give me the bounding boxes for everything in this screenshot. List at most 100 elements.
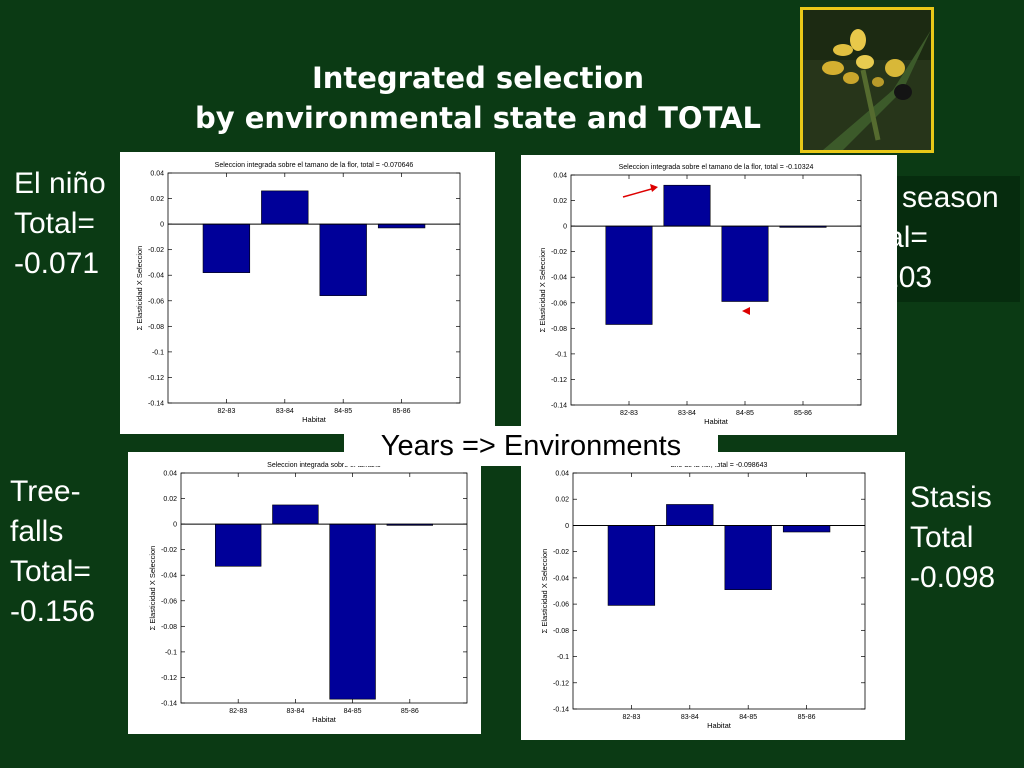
y-tick-label: 0 (563, 224, 567, 231)
x-tick-label: 84-85 (344, 708, 362, 715)
y-tick-label: -0.08 (148, 324, 164, 331)
label-el-nino-line: El niño (14, 167, 106, 200)
x-tick-label: 82-83 (622, 714, 640, 721)
y-tick-label: -0.08 (551, 326, 567, 333)
bar (272, 504, 319, 525)
y-tick-label: -0.02 (553, 549, 569, 556)
bar (607, 525, 656, 606)
x-tick-label: 83-84 (286, 708, 304, 715)
x-tick-label: 84-85 (736, 410, 754, 417)
bar (319, 223, 367, 296)
y-tick-label: -0.14 (553, 707, 569, 714)
label-stasis-line: -0.098 (910, 561, 996, 594)
slide-title: Integrated selection by environmental st… (0, 58, 956, 138)
y-tick-label: -0.04 (148, 273, 164, 280)
y-tick-label: -0.02 (551, 249, 567, 256)
bar (261, 190, 309, 225)
x-tick-label: 85-86 (794, 410, 812, 417)
label-stasis: Stasis Total -0.098 (910, 478, 995, 598)
bar (202, 223, 251, 273)
chart-title: Seleccion integrada sobre el tamano de l… (215, 162, 414, 169)
chart-title: ano de la flor, total = -0.098643 (671, 462, 768, 469)
label-tree-falls-line: Total= (10, 555, 91, 588)
bar (721, 225, 769, 302)
bar (215, 523, 262, 567)
bar (666, 504, 714, 526)
chart-layer: Seleccion integrada sobre el tamano 0.04 0… (148, 462, 468, 724)
label-tree-falls: Tree- falls Total= -0.156 (10, 472, 95, 632)
y-axis-label: Σ Elasticidad X Seleccion (135, 246, 144, 331)
y-tick-label: 0.02 (150, 196, 164, 203)
y-tick-label: -0.1 (152, 349, 164, 356)
x-axis-label: Habitat (312, 715, 337, 724)
x-tick-label: 85-86 (401, 708, 419, 715)
plot-frame (180, 472, 468, 704)
y-tick-label: 0 (565, 523, 569, 530)
y-tick-label: -0.08 (161, 624, 177, 631)
annotation-arrow-line (622, 187, 656, 198)
y-tick-label: -0.06 (148, 298, 164, 305)
label-el-nino: El niño Total= -0.071 (14, 164, 106, 284)
y-axis-label: Σ Elasticidad X Seleccion (540, 549, 549, 634)
y-tick-label: -0.06 (551, 300, 567, 307)
y-tick-label: -0.14 (551, 403, 567, 410)
y-tick-label: 0.02 (553, 198, 567, 205)
chart-panel-stasis: ano de la flor, total = -0.098643 0.04 0.0… (521, 452, 905, 740)
bar (377, 223, 426, 229)
bar (605, 225, 653, 325)
flower-photo (800, 7, 934, 153)
y-tick-label: -0.04 (553, 575, 569, 582)
label-el-nino-line: Total= (14, 207, 95, 240)
y-tick-label: -0.1 (165, 649, 177, 656)
y-tick-label: -0.12 (553, 680, 569, 687)
plot-frame (572, 472, 866, 710)
y-tick-label: 0.02 (555, 497, 569, 504)
y-tick-label: 0 (160, 222, 164, 229)
y-tick-label: -0.04 (161, 573, 177, 580)
y-axis-label: Σ Elasticidad X Seleccion (148, 546, 157, 631)
bar (663, 184, 711, 227)
plot-frame (570, 174, 862, 406)
y-tick-label: -0.12 (551, 377, 567, 384)
y-axis-label: Σ Elasticidad X Seleccion (538, 248, 547, 333)
y-tick-label: -0.14 (148, 401, 164, 408)
y-tick-label: -0.04 (551, 275, 567, 282)
label-tree-falls-line: -0.156 (10, 595, 96, 628)
title-line-1: Integrated selection (311, 61, 645, 95)
x-tick-label: 82-83 (229, 708, 247, 715)
x-tick-label: 83-84 (681, 714, 699, 721)
x-tick-label: 84-85 (739, 714, 757, 721)
y-tick-label: 0.04 (553, 173, 567, 180)
x-axis-label: Habitat (302, 415, 327, 424)
y-tick-label: -0.06 (161, 598, 177, 605)
plot-frame (167, 172, 461, 404)
chart-panel-el-nino: Seleccion integrada sobre el tamano de l… (120, 152, 495, 434)
label-stasis-line: Stasis (910, 481, 992, 514)
x-tick-label: 83-84 (276, 408, 294, 415)
y-tick-label: -0.1 (555, 351, 567, 358)
bar (329, 523, 376, 700)
chart-title: Seleccion integrada sobre el tamano (267, 462, 381, 469)
y-tick-label: 0.04 (555, 471, 569, 478)
annotation-marker (742, 307, 750, 315)
chart-layer: Seleccion integrada sobre el tamano de l… (135, 162, 461, 424)
chart-tree-falls: Seleccion integrada sobre el tamano 0.04 0… (148, 462, 468, 724)
x-tick-label: 82-83 (217, 408, 235, 415)
x-tick-label: 85-86 (798, 714, 816, 721)
y-tick-label: -0.1 (557, 654, 569, 661)
annotation-arrow-head (650, 184, 658, 192)
x-tick-label: 82-83 (620, 410, 638, 417)
chart-title: Seleccion integrada sobre el tamano de l… (619, 164, 814, 171)
y-tick-label: -0.08 (553, 628, 569, 635)
y-tick-label: -0.12 (161, 675, 177, 682)
y-tick-label: 0.02 (163, 496, 177, 503)
x-tick-label: 83-84 (678, 410, 696, 417)
label-tree-falls-line: Tree- (10, 475, 81, 508)
chart-dry-season: Seleccion integrada sobre el tamano de l… (538, 164, 862, 426)
bar (724, 525, 772, 590)
title-line-2: by environmental state and TOTAL (194, 101, 762, 135)
chart-panel-tree-falls: Seleccion integrada sobre el tamano 0.04 0… (128, 452, 481, 734)
chart-panel-dry-season: Seleccion integrada sobre el tamano de l… (521, 155, 897, 435)
label-tree-falls-line: falls (10, 515, 64, 548)
y-tick-label: -0.14 (161, 701, 177, 708)
